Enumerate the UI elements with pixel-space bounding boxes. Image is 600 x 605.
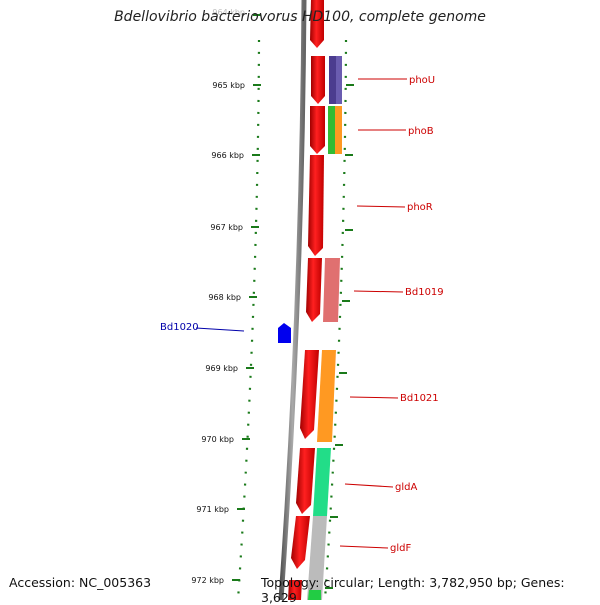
ruler-tick-label: 971 kbp (196, 505, 229, 514)
cds-arrow-gldF[interactable] (291, 516, 310, 569)
ruler: 964 kbp 965 kbp 966 kbp 967 kbp 968 kbp … (191, 8, 354, 589)
gene-labels: phoU phoB phoR Bd1019 Bd1020 Bd1021 gldA… (160, 75, 444, 554)
ruler-tick-label: 967 kbp (210, 223, 243, 232)
gene-label-phoU[interactable]: phoU (409, 75, 435, 86)
gene-label-gldF[interactable]: gldF (390, 543, 411, 554)
outer-tick-track (323, 39, 348, 601)
ruler-tick-label: 972 kbp (191, 576, 224, 585)
gene-label-Bd1020[interactable]: Bd1020 (160, 322, 199, 333)
function-bar-green (308, 590, 321, 600)
leader-line (344, 483, 394, 488)
gene-label-Bd1019[interactable]: Bd1019 (405, 287, 444, 298)
gene-label-phoB[interactable]: phoB (408, 126, 434, 137)
function-track (307, 56, 342, 600)
ruler-tick-label: 968 kbp (208, 293, 241, 302)
cds-arrow-phoU[interactable] (311, 56, 325, 104)
cds-track (288, 0, 325, 600)
cds-arrow-phoR[interactable] (308, 155, 324, 256)
leader-line (195, 327, 245, 332)
ruler-tick-label: 970 kbp (201, 435, 234, 444)
leader-line (353, 290, 404, 293)
cds-arrow[interactable] (288, 580, 302, 600)
leader-line (339, 545, 389, 549)
inner-tick-track (236, 39, 261, 601)
rna-gene-Bd1020[interactable] (278, 323, 291, 343)
accession-text: Accession: NC_005363 (9, 575, 152, 590)
cds-arrow[interactable] (310, 0, 324, 48)
function-bar-phoB-a (328, 106, 335, 154)
gene-label-Bd1021[interactable]: Bd1021 (400, 393, 439, 404)
ruler-tick-label: 964 kbp (212, 8, 245, 17)
leader-line (349, 396, 399, 399)
genome-summary-text: Topology: circular; Length: 3,782,950 bp… (261, 575, 565, 605)
ruler-tick-label: 969 kbp (205, 364, 238, 373)
function-bar-gldA (313, 448, 331, 516)
gene-label-gldA[interactable]: gldA (395, 482, 417, 493)
map-title: Bdellovibrio bacteriovorus HD100, comple… (114, 9, 486, 25)
cds-arrow-gldA[interactable] (296, 448, 315, 514)
function-bar-Bd1021 (317, 350, 336, 442)
cds-arrow-Bd1019[interactable] (306, 258, 322, 322)
genome-backbone (278, 0, 307, 601)
ruler-tick-label: 965 kbp (212, 81, 245, 90)
leader-line (356, 205, 406, 208)
cds-arrow-phoB[interactable] (310, 106, 325, 154)
function-bar-phoU-shade (336, 56, 342, 104)
function-bar-phoB-b (335, 106, 342, 154)
gene-label-phoR[interactable]: phoR (407, 202, 433, 213)
ruler-tick-label: 966 kbp (211, 151, 244, 160)
function-bar-Bd1019 (323, 258, 340, 322)
function-bar-gldF (307, 516, 327, 600)
cds-arrow-Bd1021[interactable] (300, 350, 319, 439)
